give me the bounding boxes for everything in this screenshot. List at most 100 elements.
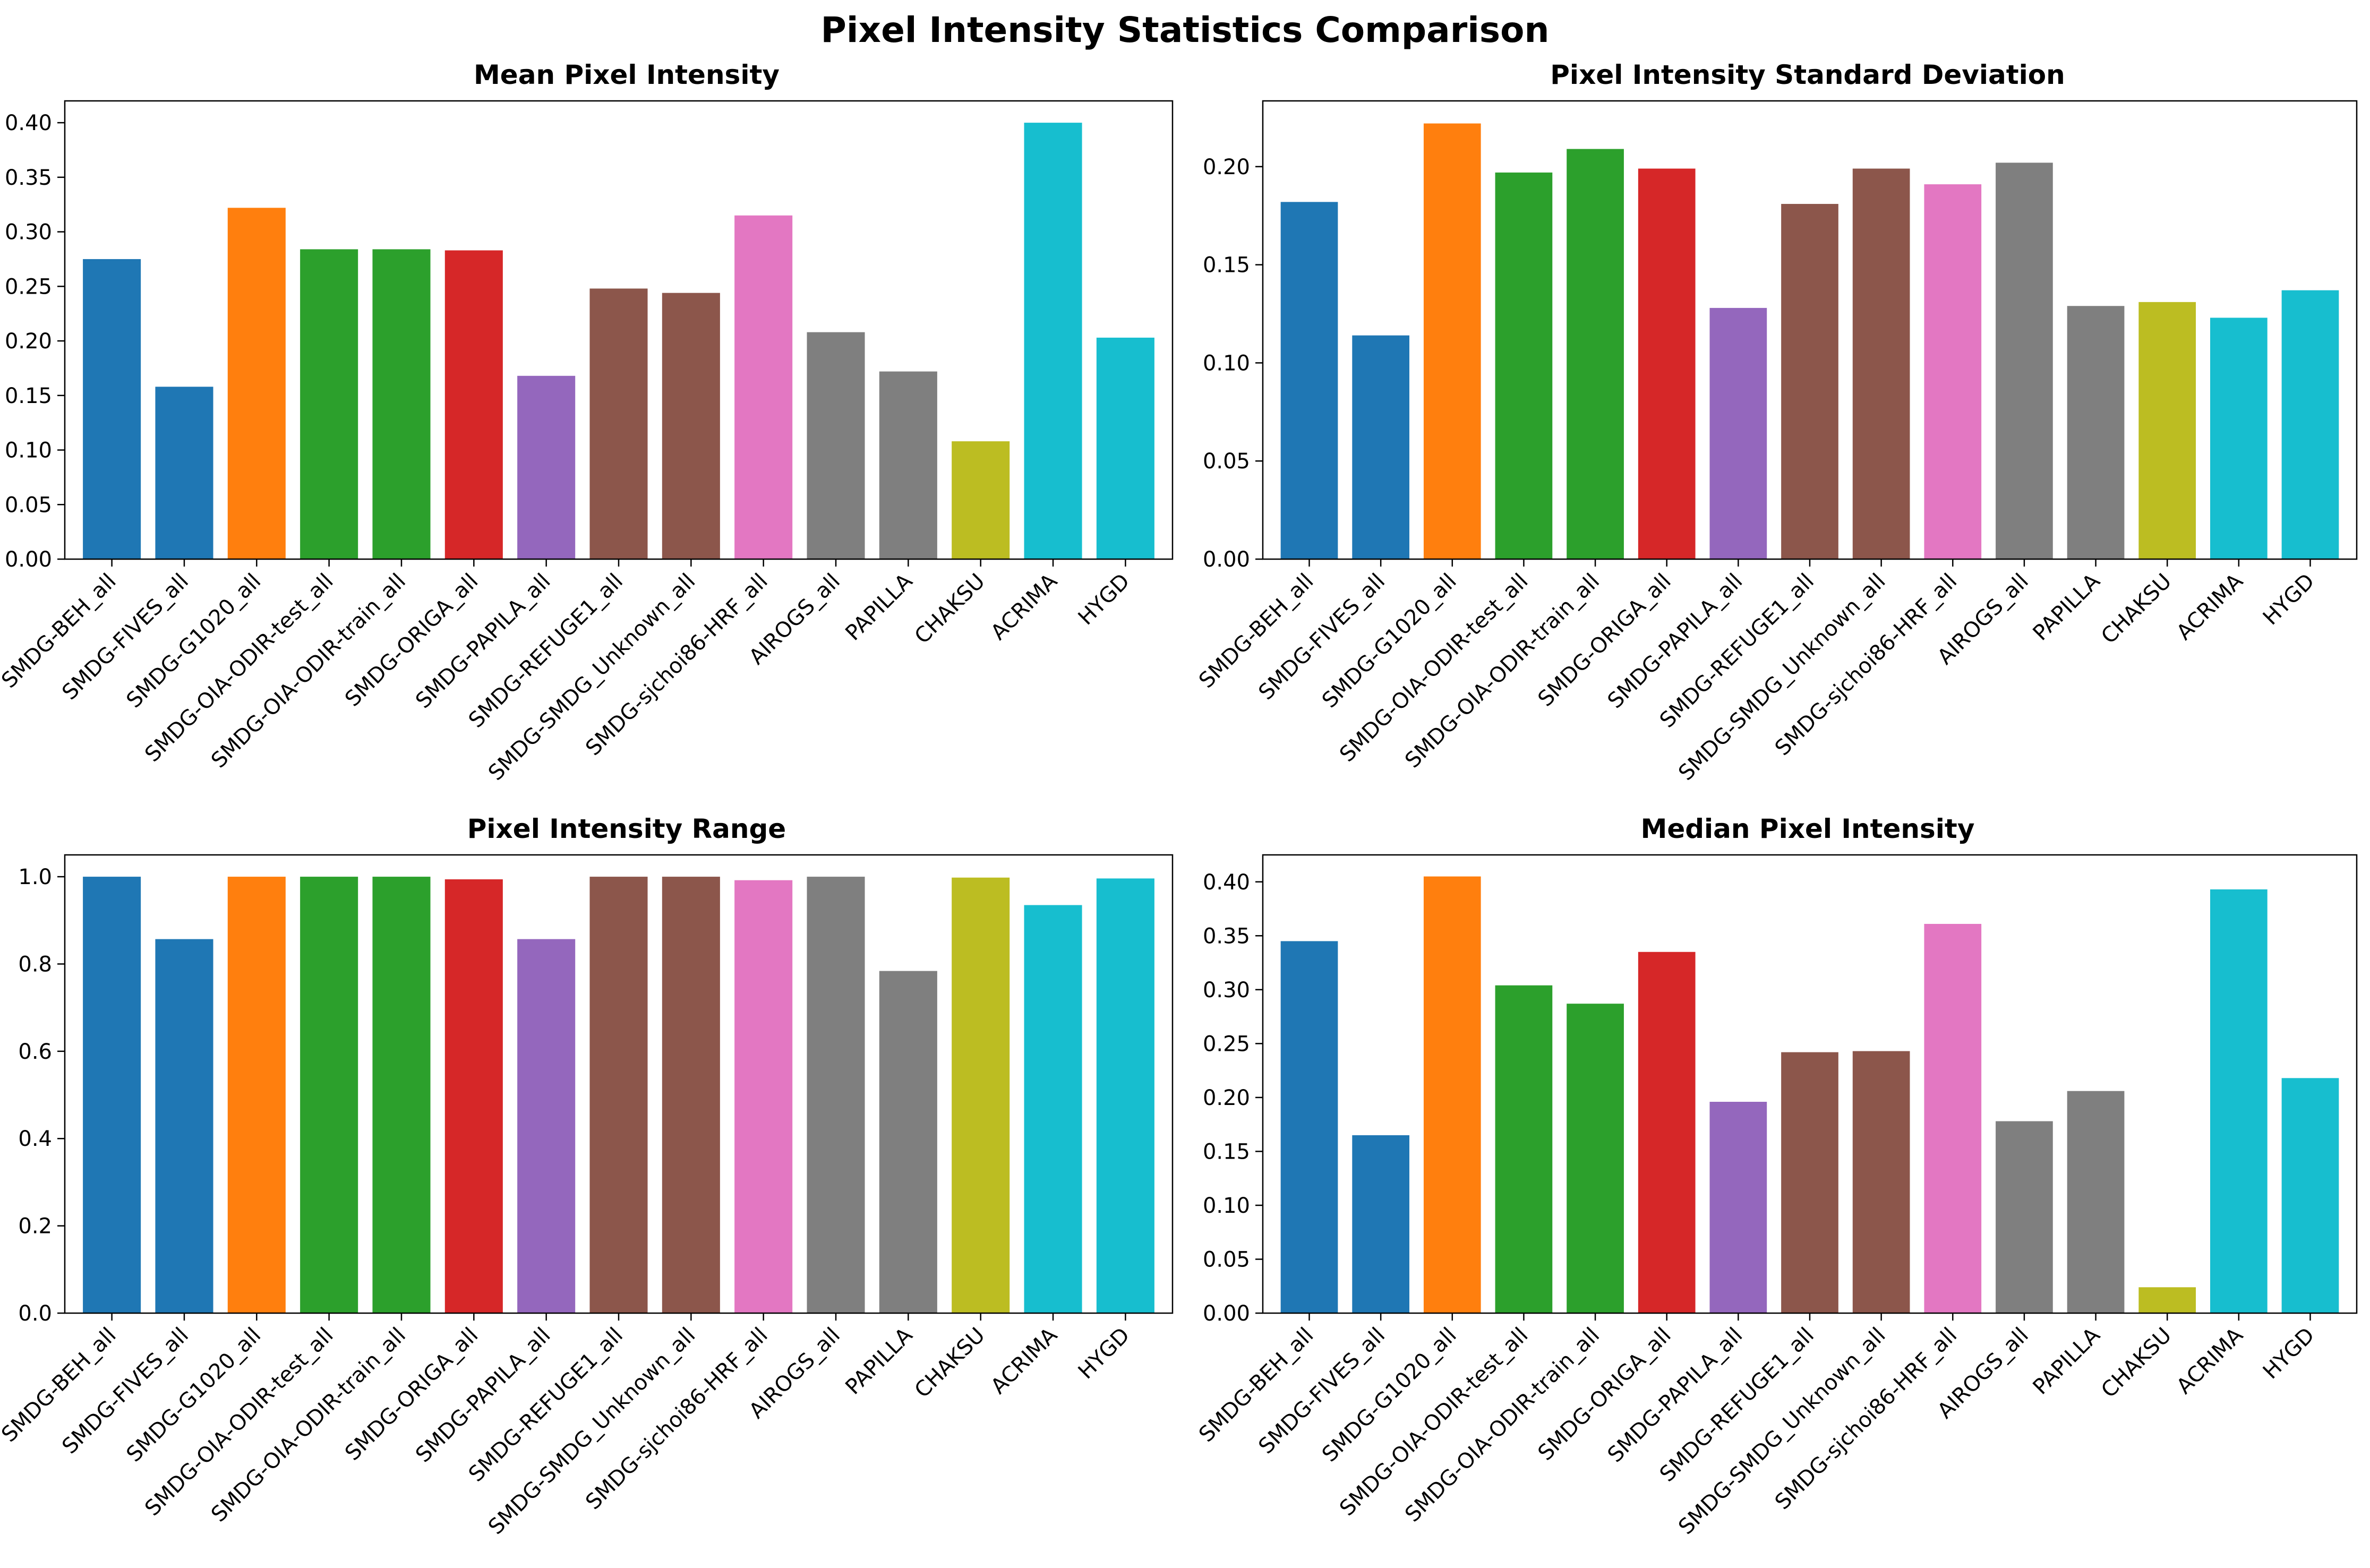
y-tick-label: 0.25 [1203, 1032, 1250, 1056]
y-tick-label: 0.2 [18, 1214, 52, 1239]
x-tick-label: SMDG-PAPILA_all [411, 569, 555, 714]
bar [662, 293, 720, 559]
bar [2210, 889, 2268, 1313]
bar [1567, 149, 1624, 560]
chart-title: Median Pixel Intensity [1641, 813, 1975, 844]
x-tick-label: SMDG-FIVES_all [57, 1323, 193, 1459]
bar [2281, 1078, 2339, 1313]
bar [2067, 1091, 2125, 1313]
x-tick-label: PAPILLA [841, 1323, 917, 1399]
range-chart: Pixel Intensity Range 0.0 0.2 0.4 0.6 0.8 1.0… [0, 813, 1174, 1539]
bar [1352, 335, 1410, 559]
bar [2138, 1287, 2196, 1313]
x-tick-label: SMDG-PAPILA_all [1603, 569, 1748, 714]
bar [734, 215, 793, 559]
y-tick-label: 0.10 [5, 439, 52, 463]
chart-title: Pixel Intensity Range [467, 813, 786, 844]
x-tick-label: SMDG-ORIGA_all [340, 1323, 483, 1466]
y-tick-label: 0.15 [5, 384, 52, 408]
bar [372, 249, 431, 559]
bar [2281, 290, 2339, 559]
bar [952, 441, 1010, 559]
x-tick-label: SMDG-ORIGA_all [1533, 1323, 1675, 1466]
bar [807, 877, 865, 1313]
bar [1709, 307, 1767, 559]
plot-frame [1262, 100, 2358, 560]
y-tick-label: 0.20 [1203, 1086, 1250, 1110]
bar [300, 877, 358, 1313]
bar [155, 939, 213, 1313]
x-tick-label: CHAKSU [2097, 569, 2176, 649]
bar [444, 879, 503, 1313]
y-tick-label: 0.40 [5, 111, 52, 135]
bar [1852, 168, 1910, 559]
x-tick-label: SMDG-G1020_all [1317, 1323, 1461, 1467]
bar [2138, 302, 2196, 559]
y-tick-label: 0.15 [1203, 1139, 1250, 1164]
x-tick-label: CHAKSU [910, 1323, 990, 1403]
x-tick-label: SMDG-G1020_all [122, 569, 266, 713]
bar [1495, 985, 1553, 1313]
x-tick-label: SMDG-FIVES_all [1254, 569, 1390, 705]
bar [2067, 306, 2125, 559]
bar [1709, 1102, 1767, 1313]
x-tick-label: CHAKSU [2097, 1323, 2176, 1403]
y-tick-label: 0.35 [5, 166, 52, 190]
bar [879, 971, 937, 1313]
bar [1280, 941, 1338, 1313]
x-tick-label: SMDG-G1020_all [1317, 569, 1461, 713]
bar [1781, 204, 1838, 560]
x-tick-label: ACRIMA [986, 569, 1062, 645]
bar [879, 371, 937, 559]
bar [1423, 123, 1481, 560]
bar [1567, 1004, 1624, 1313]
y-tick-label: 0.20 [1203, 155, 1250, 179]
y-tick-label: 0.00 [1203, 1301, 1250, 1326]
y-tick-label: 0.15 [1203, 253, 1250, 278]
x-tick-label: SMDG-ORIGA_all [340, 569, 483, 712]
y-tick-label: 1.0 [18, 865, 52, 889]
x-tick-label: CHAKSU [910, 569, 990, 649]
median-intensity-chart: Median Pixel Intensity 0.00 0.05 0.10 0.15 0… [1194, 813, 2358, 1539]
bar [1024, 905, 1082, 1313]
bar [1096, 337, 1154, 559]
x-tick-label: SMDG-PAPILA_all [1603, 1323, 1748, 1468]
x-tick-label: SMDG-ORIGA_all [1533, 569, 1675, 712]
bar [1781, 1052, 1838, 1313]
bar [83, 259, 141, 559]
x-tick-label: HYGD [1074, 569, 1135, 630]
bar [1638, 168, 1696, 559]
y-tick-label: 0.25 [5, 275, 52, 299]
x-tick-label: HYGD [2258, 569, 2320, 630]
y-tick-label: 0.05 [5, 493, 52, 517]
x-tick-label: HYGD [2258, 1323, 2320, 1384]
bar [300, 249, 358, 559]
y-tick-label: 0.10 [1203, 351, 1250, 375]
x-tick-label: ACRIMA [986, 1323, 1062, 1399]
bar [1280, 202, 1338, 560]
bar [1996, 162, 2053, 559]
x-tick-label: SMDG-PAPILA_all [411, 1323, 555, 1468]
std-deviation-chart: Pixel Intensity Standard Deviation 0.00 0… [1194, 59, 2358, 785]
y-tick-label: 0.30 [1203, 978, 1250, 1003]
y-tick-label: 0.4 [18, 1127, 52, 1151]
bar [662, 877, 720, 1313]
y-tick-label: 0.05 [1203, 1247, 1250, 1272]
bar [517, 939, 576, 1313]
bar [1852, 1051, 1910, 1313]
plot-frame [1262, 854, 2358, 1314]
mean-intensity-chart: Mean Pixel Intensity 0.00 0.05 0.10 0.15 0.2… [0, 59, 1174, 785]
y-tick-label: 0.8 [18, 952, 52, 976]
plot-frame [64, 100, 1174, 560]
plot-frame [64, 854, 1174, 1314]
x-tick-label: SMDG-FIVES_all [57, 569, 193, 705]
bar [372, 877, 431, 1313]
y-tick-label: 0.00 [5, 547, 52, 572]
bar [1096, 878, 1154, 1313]
bar [1996, 1121, 2053, 1313]
figure-title: Pixel Intensity Statistics Comparison [820, 10, 1550, 50]
y-tick-label: 0.30 [5, 220, 52, 245]
bar [589, 288, 648, 559]
bar [517, 375, 576, 559]
bar [952, 877, 1010, 1313]
